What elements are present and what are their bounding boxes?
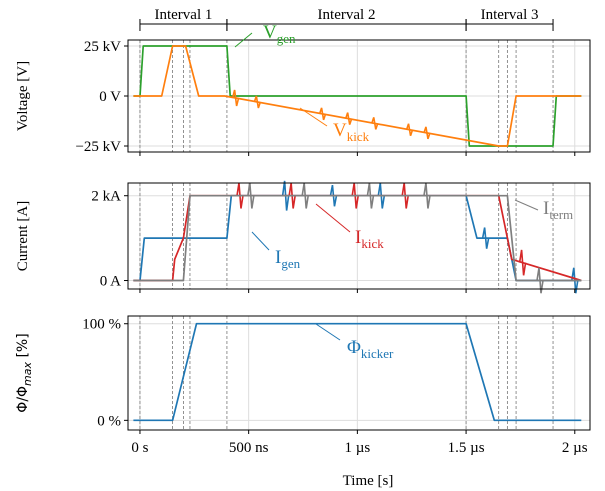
- y-tick-label: 25 kV: [84, 39, 121, 55]
- series-label-sub: kick: [361, 236, 384, 251]
- series-label-main: I: [543, 198, 549, 219]
- plot-frame: [127, 315, 591, 431]
- series-label-main: I: [275, 247, 281, 268]
- y-tick-label: −25 kV: [75, 139, 121, 155]
- transient-spike: [536, 267, 544, 294]
- transient-spike: [371, 117, 379, 130]
- series-label-sub: term: [549, 207, 573, 222]
- interval-label-2: Interval 2: [318, 7, 376, 23]
- y-tick-label: 0 V: [99, 89, 121, 105]
- flux-panel: 100 % 0 % 0 s 500 ns 1 µs 1.5 µs 2 µs Φ/Φmax [%…: [15, 315, 591, 456]
- series-label-main: Φ: [347, 337, 361, 358]
- interval-label-1: Interval 1: [154, 7, 212, 23]
- annotation-leader: [299, 107, 328, 127]
- transient-spike: [344, 112, 353, 125]
- annotation-leader: [315, 323, 341, 341]
- y-axis-title-sub: max: [21, 361, 34, 385]
- transient-spike: [253, 95, 262, 109]
- annotation-leader: [514, 199, 539, 211]
- annotation-leader: [315, 203, 351, 233]
- series-line-gen: [133, 45, 582, 147]
- x-tick-label: 1 µs: [345, 440, 371, 456]
- y-axis-title: Φ/Φmax [%]: [15, 333, 34, 412]
- series-label-sub: kicker: [361, 346, 394, 361]
- series-line-term: [133, 194, 582, 282]
- series-label-main: I: [355, 227, 361, 248]
- y-tick-label: 0 A: [100, 274, 121, 290]
- series-label-gen: Igen: [275, 247, 301, 271]
- series-label-gen: Vgen: [263, 22, 296, 46]
- series-label-sub: gen: [277, 31, 296, 46]
- y-axis-title-main: Φ/Φ: [15, 386, 31, 413]
- series-label-term: Iterm: [543, 198, 573, 222]
- transient-spike: [301, 182, 309, 209]
- y-tick-label: 0 %: [97, 413, 121, 429]
- series-label-main: V: [333, 120, 347, 141]
- series-label-kicker: Φkicker: [347, 337, 394, 361]
- y-axis-title-unit: [%]: [15, 333, 31, 362]
- x-tick-label: 0 s: [131, 440, 148, 456]
- transient-spike: [231, 89, 240, 107]
- transient-spike: [405, 123, 414, 136]
- interval-brackets: Interval 1 Interval 2 Interval 3: [139, 7, 554, 31]
- x-tick-label: 2 µs: [562, 440, 588, 456]
- y-tick-label: 100 %: [82, 317, 121, 333]
- interval-label-3: Interval 3: [481, 7, 539, 23]
- series-label-sub: kick: [347, 129, 370, 144]
- transient-spike: [423, 182, 431, 209]
- transient-spike: [366, 182, 375, 209]
- x-axis-title: Time [s]: [343, 473, 394, 489]
- annotation-leader: [234, 32, 253, 48]
- plot-frame: [127, 182, 591, 290]
- transient-spike: [247, 182, 255, 209]
- transient-spike: [518, 249, 527, 276]
- transient-spike: [481, 227, 490, 249]
- series-line-kicker: [133, 322, 582, 422]
- transient-spike: [423, 126, 431, 140]
- x-tick-label: 500 ns: [229, 440, 269, 456]
- y-axis-title: Voltage [V]: [15, 61, 31, 131]
- annotation-leader: [251, 231, 270, 251]
- series-label-sub: gen: [281, 256, 300, 271]
- series-label-kick: Ikick: [355, 227, 384, 251]
- x-tick-label: 1.5 µs: [448, 440, 485, 456]
- y-axis-title: Current [A]: [15, 201, 31, 271]
- series-label-kick: Vkick: [333, 120, 370, 144]
- y-tick-label: 2 kA: [91, 189, 121, 205]
- series-label-main: V: [263, 22, 277, 43]
- series-line-kick: [133, 45, 582, 147]
- transient-spike: [318, 107, 327, 121]
